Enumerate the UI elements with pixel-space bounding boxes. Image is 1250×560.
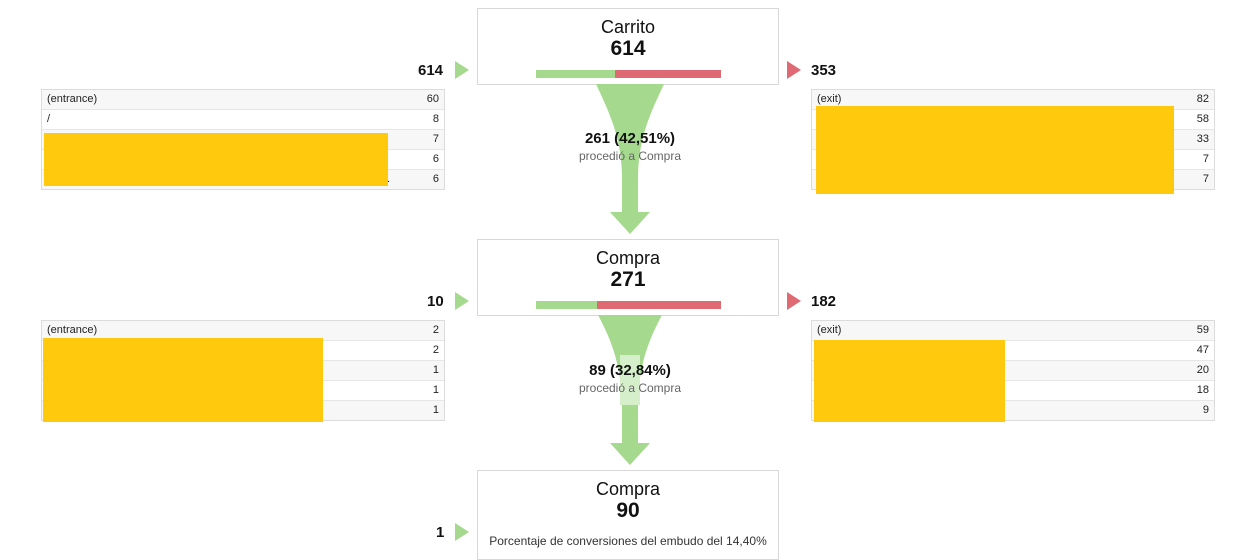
table-row[interactable]: (entrance) 60 xyxy=(42,90,444,110)
step-1-flow-value: 261 (42,51%) xyxy=(584,130,676,147)
entries-arrow-icon xyxy=(455,292,469,310)
step-1-flow-text: procedió a Compra xyxy=(578,149,682,163)
funnel-step-3[interactable]: Compra 90 Porcentaje de conversiones del… xyxy=(477,470,779,560)
step-1-flow-label: 261 (42,51%) procedió a Compra xyxy=(540,130,720,164)
step-2-entries-count: 10 xyxy=(427,293,444,310)
step-3-entries-count: 1 xyxy=(436,524,445,541)
redaction-block xyxy=(44,133,388,186)
funnel-step-1[interactable]: Carrito 614 xyxy=(477,8,779,85)
exits-arrow-icon xyxy=(787,61,801,79)
step-2-name: Compra xyxy=(595,248,661,268)
redaction-block xyxy=(43,338,323,422)
funnel-flow-icon xyxy=(596,84,664,234)
step-3-count: 90 xyxy=(616,499,640,522)
step-2-continue-bar xyxy=(536,301,597,309)
step-1-count: 614 xyxy=(610,37,646,60)
step-1-entries-count: 614 xyxy=(418,62,444,79)
funnel-step-2[interactable]: Compra 271 xyxy=(477,239,779,316)
funnel-flow-icon xyxy=(598,315,662,465)
funnel-conversion-note: Porcentaje de conversiones del embudo de… xyxy=(489,534,767,548)
redaction-block xyxy=(816,106,1174,194)
step-1-exits-count: 353 xyxy=(811,62,837,79)
redaction-block xyxy=(814,340,1005,422)
step-2-progress-bar xyxy=(536,301,721,309)
step-1-exit-bar xyxy=(614,70,721,78)
entries-arrow-icon xyxy=(455,523,469,541)
step-2-flow-label: 89 (32,84%) procedió a Compra xyxy=(540,362,720,396)
step-1-progress-bar xyxy=(536,70,721,78)
step-3-name: Compra xyxy=(595,479,661,499)
table-row[interactable]: (exit) 59 xyxy=(812,321,1214,341)
step-2-count: 271 xyxy=(610,268,646,291)
table-row[interactable]: /8 xyxy=(42,110,444,130)
step-1-continue-bar xyxy=(536,70,615,78)
step-2-flow-text: procedió a Compra xyxy=(578,381,682,395)
step-2-flow-value: 89 (32,84%) xyxy=(589,362,671,379)
step-1-name: Carrito xyxy=(600,17,655,37)
entries-arrow-icon xyxy=(455,61,469,79)
exits-arrow-icon xyxy=(787,292,801,310)
step-2-exit-bar xyxy=(596,301,721,309)
step-2-exits-count: 182 xyxy=(811,293,837,310)
